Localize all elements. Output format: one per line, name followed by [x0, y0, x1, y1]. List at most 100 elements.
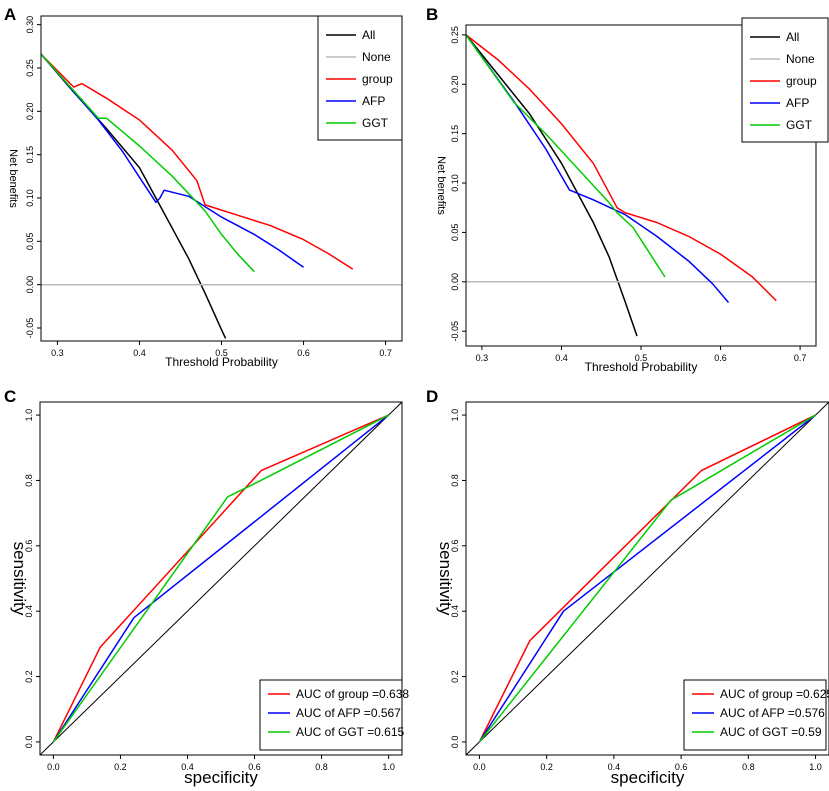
plot-frame: [39, 401, 403, 756]
panel-c: C 0.0 0.2 0.4 0.6 0.8 1.0 0.0 0.2 0.4 0.6 0.8 1.0 sp…: [0, 380, 414, 791]
x-tick-label: 0.7: [794, 353, 807, 363]
panel-b: B 0.3 0.4 0.5 0.6 0.7 -0.05 0.00 0.05 0.10 0.15 0.…: [414, 0, 829, 380]
y-axis-label: Net benefits: [435, 156, 447, 215]
legend-entry: AUC of GGT =0.59: [720, 725, 822, 739]
dca-chart-b: 0.3 0.4 0.5 0.6 0.7 -0.05 0.00 0.05 0.10 0.15 0.20…: [435, 17, 829, 374]
reference-diagonal-line: [40, 402, 402, 755]
dca-chart-a: 0.3 0.4 0.5 0.6 0.7 -0.05 0.00 0.05 0.10 0.15 0.20…: [7, 15, 403, 369]
x-tick-label: 0.3: [51, 348, 64, 358]
y-tick-label: 0.15: [450, 125, 460, 143]
series-line-auc-afp: [478, 414, 817, 743]
legend-entry: AUC of AFP =0.567: [296, 706, 401, 720]
y-tick-label: 0.8: [450, 474, 460, 487]
legend-entry: AUC of group =0.638: [296, 687, 409, 701]
legend-entry: GGT: [786, 118, 813, 132]
series-line-all: [41, 53, 227, 339]
y-tick-label: -0.05: [25, 318, 35, 339]
legend-entry: AUC of AFP =0.576: [720, 706, 825, 720]
series-line-afp: [41, 53, 304, 268]
legend-entry: AFP: [786, 96, 809, 110]
plot-frame: [40, 15, 403, 342]
y-tick-label: 0.00: [450, 273, 460, 291]
legend-entry: AUC of group =0.625: [720, 687, 829, 701]
y-tick-label: 0.05: [450, 224, 460, 242]
legend-box: [683, 679, 827, 751]
x-tick-label: 0.2: [540, 762, 553, 772]
x-tick-label: 0.7: [379, 348, 392, 358]
y-tick-label: 0.6: [24, 540, 34, 553]
x-tick-label: 0.2: [114, 762, 127, 772]
legend-entry: AFP: [362, 94, 385, 108]
series-line-ggt: [466, 34, 666, 278]
x-tick-label: 0.6: [675, 762, 688, 772]
legend-entry: All: [786, 30, 799, 44]
panel-a: A 0.3 0.4 0.5 0.6 0.7 -0.05 0.00 0.05 0.10 0.15 0.…: [0, 0, 414, 380]
y-tick-label: 0.05: [25, 233, 35, 251]
roc-chart-c: 0.0 0.2 0.4 0.6 0.8 1.0 0.0 0.2 0.4 0.6 0.8 1.0 spec…: [10, 401, 409, 787]
x-axis-label: Threshold Probability: [585, 360, 698, 374]
legend-entry: group: [362, 72, 393, 86]
y-tick-label: 0.4: [24, 605, 34, 618]
y-axis-label: Net benefits: [7, 149, 19, 208]
x-axis-label: specificity: [611, 768, 685, 787]
x-axis-label: specificity: [184, 768, 258, 787]
y-tick-label: 0.0: [24, 736, 34, 749]
legend-entry: None: [786, 52, 815, 66]
series-line-all: [466, 34, 638, 337]
y-tick-label: 0.4: [450, 605, 460, 618]
plot-frame: [465, 401, 829, 756]
legend-entry: GGT: [362, 116, 389, 130]
y-tick-label: 1.0: [450, 409, 460, 422]
y-tick-label: 1.0: [24, 409, 34, 422]
x-tick-label: 0.4: [555, 353, 568, 363]
panel-d: D 0.0 0.2 0.4 0.6 0.8 1.0 0.0 0.2 0.4 0.6 0.8 1.0 sp…: [414, 380, 829, 791]
x-tick-label: 0.3: [476, 353, 489, 363]
x-tick-label: 0.4: [608, 762, 621, 772]
y-axis-label: sensitivity: [436, 542, 455, 616]
x-tick-label: 0.0: [473, 762, 486, 772]
plot-frame: [465, 24, 817, 347]
x-tick-label: 0.4: [133, 348, 146, 358]
series-line-auc-ggt: [52, 414, 389, 743]
legend-box: [317, 15, 403, 141]
x-tick-label: 0.5: [215, 348, 228, 358]
y-tick-label: 0.8: [24, 474, 34, 487]
x-tick-label: 0.5: [635, 353, 648, 363]
x-tick-label: 0.8: [315, 762, 328, 772]
y-tick-label: -0.05: [450, 321, 460, 342]
series-line-group: [41, 53, 354, 270]
y-tick-label: 0.2: [24, 670, 34, 683]
y-tick-label: 0.0: [450, 736, 460, 749]
series-line-group: [466, 34, 777, 302]
x-tick-label: 0.6: [248, 762, 261, 772]
y-tick-label: 0.2: [450, 670, 460, 683]
y-tick-label: 0.6: [450, 540, 460, 553]
y-tick-label: 0.00: [25, 276, 35, 294]
series-line-ggt: [41, 53, 255, 273]
panel-b-label: B: [426, 5, 439, 24]
legend-entry: AUC of GGT =0.615: [296, 725, 404, 739]
x-tick-label: 0.4: [181, 762, 194, 772]
y-tick-label: 0.25: [450, 26, 460, 44]
y-tick-label: 0.30: [25, 16, 35, 34]
series-line-auc-ggt: [478, 414, 816, 743]
y-tick-label: 0.15: [25, 146, 35, 164]
y-tick-label: 0.10: [450, 174, 460, 192]
legend-entry: group: [786, 74, 817, 88]
series-line-afp: [466, 34, 730, 303]
x-tick-label: 0.6: [297, 348, 310, 358]
y-tick-label: 0.20: [450, 75, 460, 93]
x-tick-label: 1.0: [809, 762, 822, 772]
y-tick-label: 0.20: [25, 103, 35, 121]
x-axis-label: Threshold Probability: [165, 355, 278, 369]
x-tick-label: 1.0: [382, 762, 395, 772]
panel-d-label: D: [426, 387, 439, 406]
legend-box: [259, 679, 403, 751]
y-tick-label: 0.25: [25, 59, 35, 77]
x-tick-label: 0.0: [47, 762, 60, 772]
x-tick-label: 0.8: [742, 762, 755, 772]
legend-box: [741, 17, 829, 143]
series-line-auc-group: [52, 414, 389, 743]
legend-entry: None: [362, 50, 391, 64]
series-line-auc-group: [478, 414, 816, 743]
